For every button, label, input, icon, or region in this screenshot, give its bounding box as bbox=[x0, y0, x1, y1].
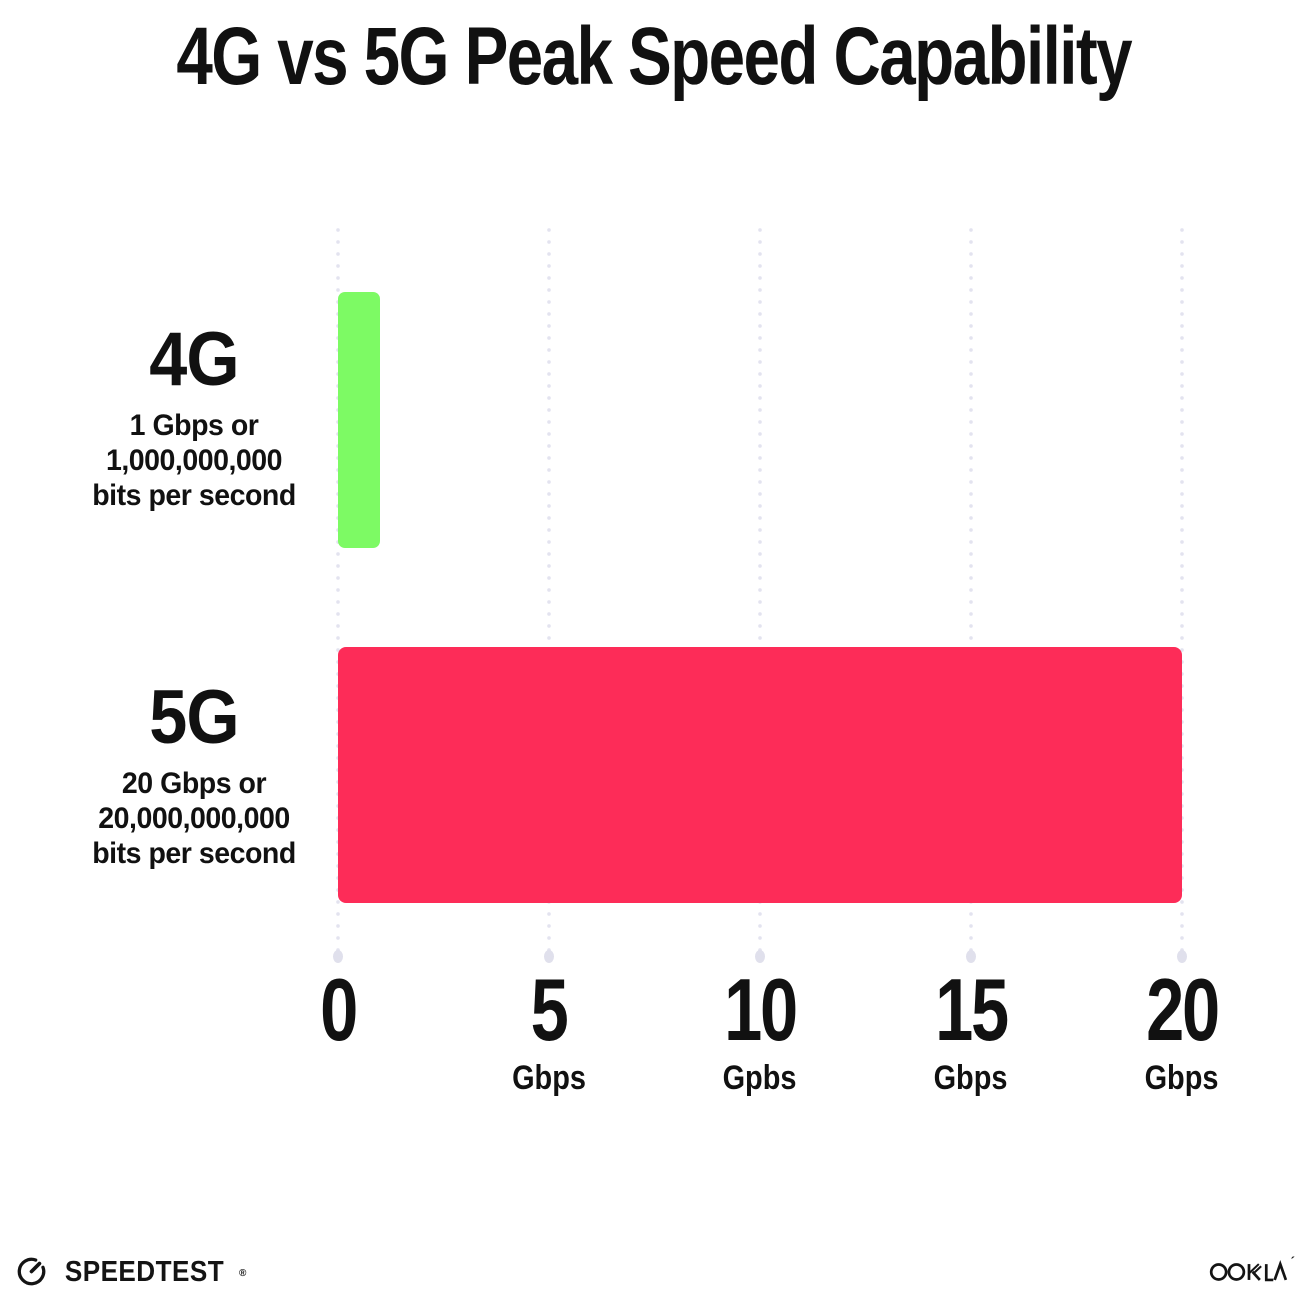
ookla-wordmark bbox=[1209, 1260, 1287, 1282]
gridline-5 bbox=[544, 225, 554, 963]
gauge-icon bbox=[17, 1257, 46, 1286]
category-label-4g: 4G 1 Gbps or 1,000,000,000 bits per seco… bbox=[54, 320, 334, 513]
speedtest-wordmark: SPEEDTEST bbox=[64, 1255, 225, 1288]
trademark-tick: ´ bbox=[1290, 1254, 1295, 1269]
page-title: 4G vs 5G Peak Speed Capability bbox=[0, 11, 1308, 102]
gridline-10 bbox=[755, 225, 765, 963]
x-tick-15: 15 Gbps bbox=[934, 960, 1009, 1098]
x-tick-20: 20 Gbps bbox=[1145, 960, 1220, 1098]
x-tick-0: 0 bbox=[320, 960, 358, 1059]
registered-mark: ® bbox=[238, 1268, 247, 1279]
category-name-4g: 4G bbox=[149, 317, 239, 402]
category-name-5g: 5G bbox=[149, 675, 239, 760]
ookla-logo: ´ bbox=[1208, 1254, 1295, 1286]
sublabel-line: bits per second bbox=[92, 479, 296, 513]
x-tick-10: 10 Gpbs bbox=[723, 960, 798, 1098]
sublabel-line: bits per second bbox=[92, 837, 296, 871]
category-sublabel-5g: 20 Gbps or 20,000,000,000 bits per secon… bbox=[61, 766, 327, 871]
page-title-text: 4G vs 5G Peak Speed Capability bbox=[176, 11, 1133, 102]
speedtest-logo: SPEEDTEST ® bbox=[16, 1256, 249, 1287]
sublabel-line: 1 Gbps or bbox=[129, 409, 259, 443]
x-axis: 0 5 Gbps 10 Gpbs 15 Gbps 20 Gbps bbox=[320, 960, 1220, 1116]
x-tick-5: 5 Gbps bbox=[512, 960, 586, 1098]
gridline-20 bbox=[1177, 225, 1187, 963]
sublabel-line: 20,000,000,000 bbox=[98, 802, 290, 836]
category-sublabel-4g: 1 Gbps or 1,000,000,000 bits per second bbox=[61, 408, 327, 513]
footer: SPEEDTEST ® ´ bbox=[0, 1250, 1308, 1296]
plot-area bbox=[333, 225, 1187, 963]
bar-5g bbox=[338, 647, 1182, 903]
gridline-15 bbox=[966, 225, 976, 963]
bar-4g bbox=[338, 292, 381, 548]
sublabel-line: 20 Gbps or bbox=[121, 767, 267, 801]
gridline-0 bbox=[333, 225, 343, 963]
category-label-5g: 5G 20 Gbps or 20,000,000,000 bits per se… bbox=[54, 678, 334, 871]
sublabel-line: 1,000,000,000 bbox=[105, 444, 283, 478]
